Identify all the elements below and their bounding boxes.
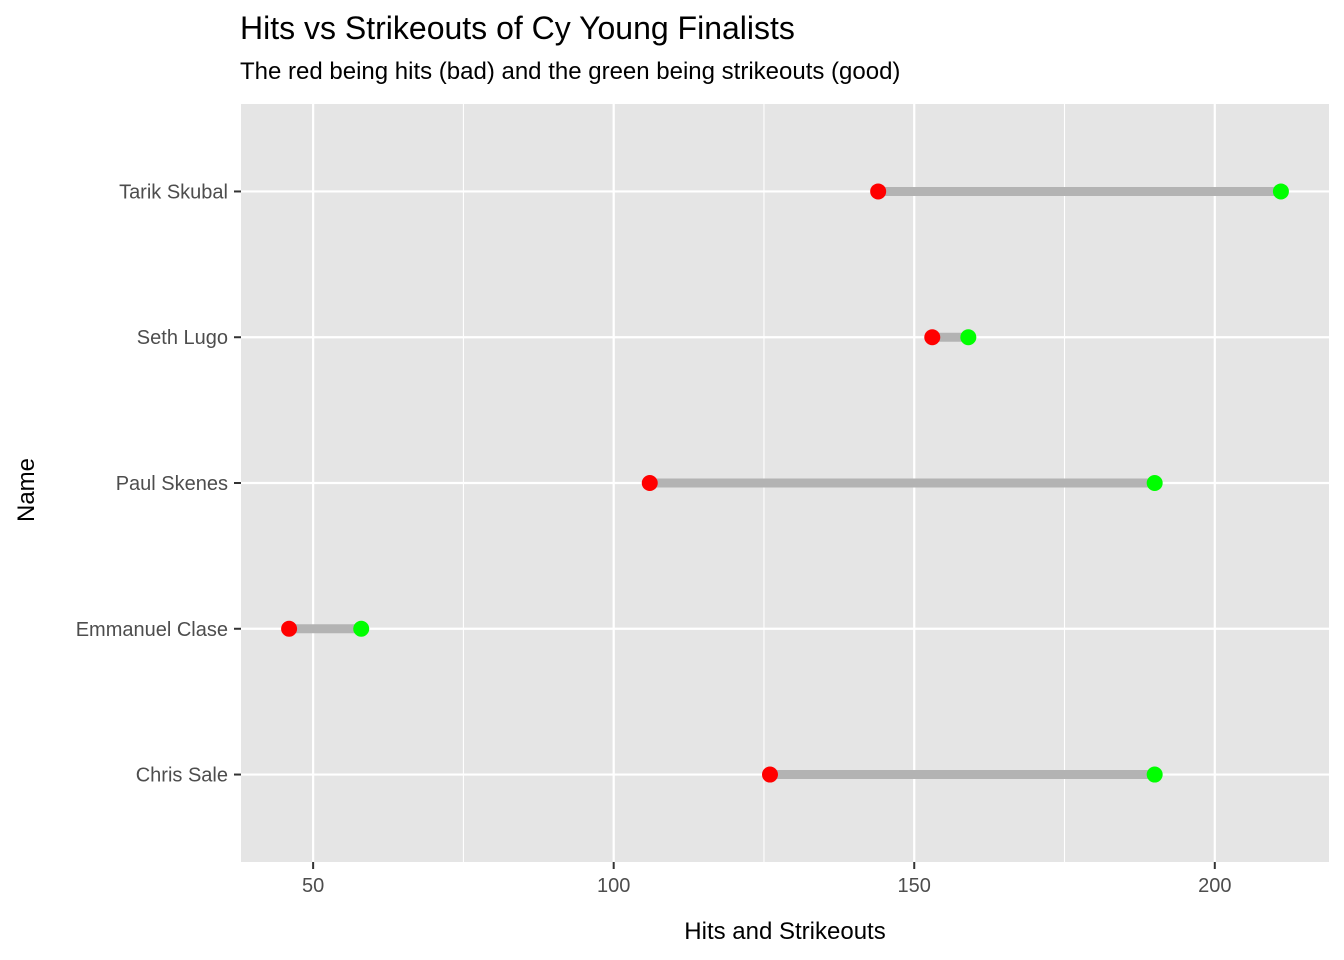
x-tick-label: 100 <box>597 875 630 897</box>
hits-point <box>641 475 658 491</box>
hits-point <box>761 766 778 783</box>
y-tick-label: Seth Lugo <box>137 327 228 349</box>
strikeouts-point <box>1272 183 1289 200</box>
y-axis: Chris Sale Emmanuel Clase Paul Skenes Seth … <box>76 181 241 787</box>
strikeouts-point <box>1146 475 1163 491</box>
x-tick-label: 200 <box>1198 875 1231 897</box>
strikeouts-point <box>353 620 370 637</box>
dumbbell-points <box>281 183 1289 783</box>
chart-title: Hits vs Strikeouts of Cy Young Finalists <box>240 10 795 46</box>
y-tick-label: Tarik Skubal <box>119 181 228 203</box>
x-tick-label: 50 <box>302 875 324 897</box>
x-tick-label: 150 <box>898 875 931 897</box>
x-axis: 50 100 150 200 <box>302 862 1231 897</box>
dumbbell-segments <box>289 186 1281 780</box>
strikeouts-point <box>1146 766 1163 783</box>
x-axis-title: Hits and Strikeouts <box>684 918 885 945</box>
y-axis-title: Name <box>13 458 40 522</box>
y-tick-label: Paul Skenes <box>116 473 228 495</box>
hits-point <box>924 329 941 346</box>
hits-point <box>281 620 298 637</box>
chart-subtitle: The red being hits (bad) and the green b… <box>240 58 901 85</box>
y-tick-label: Chris Sale <box>136 765 228 787</box>
strikeouts-point <box>960 329 977 346</box>
hits-point <box>870 183 887 200</box>
y-tick-label: Emmanuel Clase <box>76 619 228 641</box>
